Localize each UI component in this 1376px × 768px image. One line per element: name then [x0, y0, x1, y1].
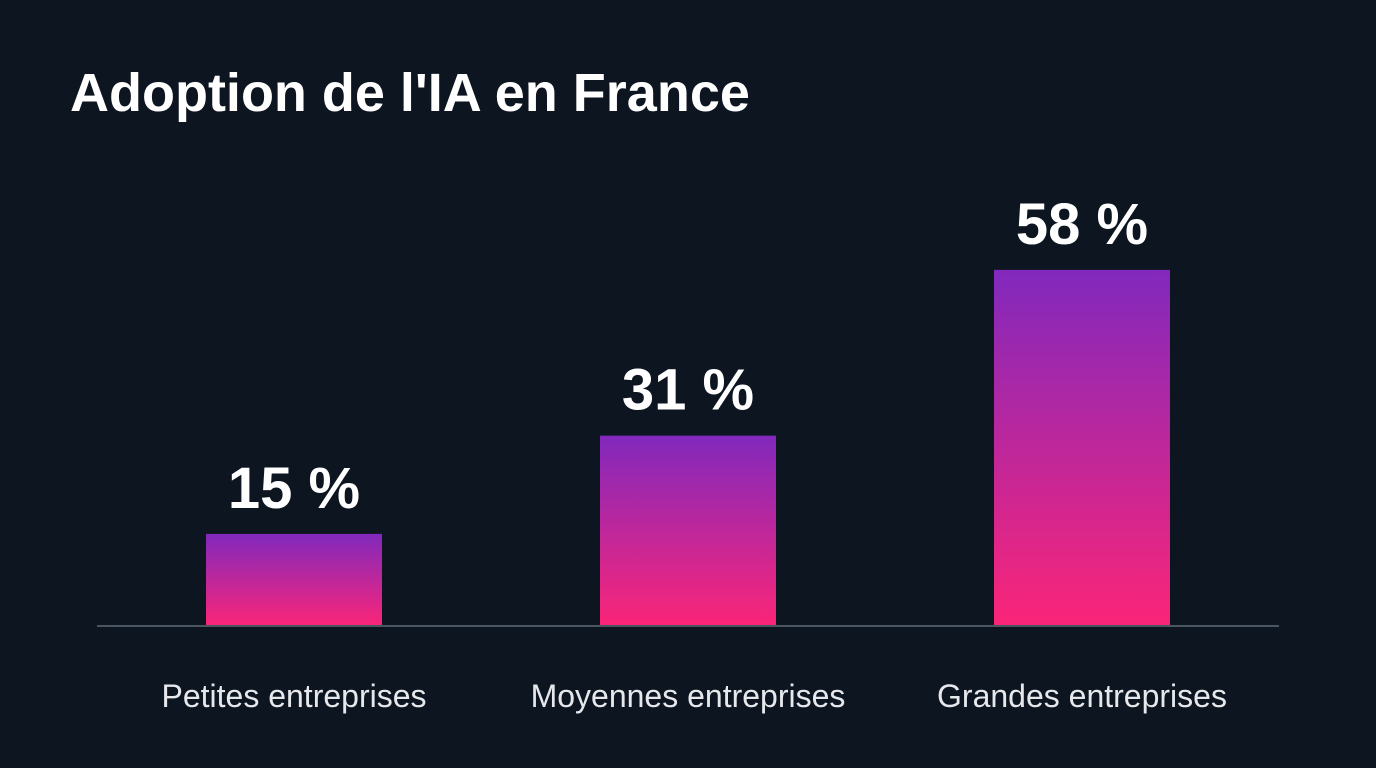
- bars-layer: [206, 269, 1170, 626]
- value-label-2: 31 %: [622, 358, 754, 423]
- value-label-1: 15 %: [228, 456, 360, 521]
- category-label-2: Moyennes entreprises: [531, 678, 846, 714]
- bar-1: [206, 533, 382, 626]
- bar-2: [600, 435, 776, 626]
- category-label-1: Petites entreprises: [161, 678, 426, 714]
- labels-layer: 15 % Petites entreprises 31 % Moyennes entr…: [161, 192, 1226, 714]
- value-label-3: 58 %: [1016, 192, 1148, 257]
- bar-3: [994, 269, 1170, 626]
- chart-title: Adoption de l'IA en France: [70, 63, 750, 123]
- category-label-3: Grandes entreprises: [937, 678, 1227, 714]
